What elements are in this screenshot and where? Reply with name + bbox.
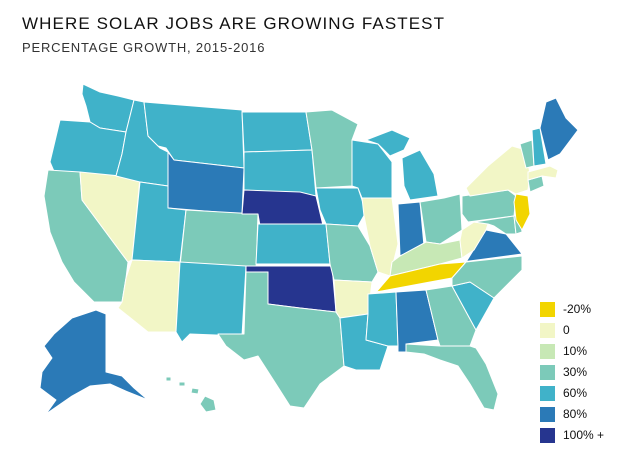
legend-label: -20% [563,302,592,316]
legend-item: 30% [540,363,604,381]
state-MI-upper [365,129,411,157]
state-OH [419,193,463,245]
state-CO [179,209,259,271]
state-NM [175,261,247,343]
state-AK [39,309,149,415]
state-NJ [513,193,531,231]
legend-label: 30% [563,365,588,379]
state-WV [459,221,489,259]
state-NC [451,255,523,299]
legend: -20% 0 10% 30% 60% 80% 100% + [540,300,604,447]
map-subtitle: PERCENTAGE GROWTH, 2015-2016 [22,40,266,55]
legend-swatch [540,343,555,359]
state-IA [315,187,367,227]
legend-item: 60% [540,384,604,402]
state-ME [539,97,579,161]
state-NH [531,127,547,167]
legend-swatch [540,364,555,380]
state-HI-oahu [178,381,186,387]
state-KS [255,223,331,265]
state-AR [333,279,373,319]
legend-label: 60% [563,386,588,400]
state-TX [217,271,345,409]
legend-item: -20% [540,300,604,318]
legend-label: 0 [563,323,570,337]
legend-swatch [540,322,555,338]
legend-item: 80% [540,405,604,423]
legend-label: 10% [563,344,588,358]
legend-swatch [540,427,555,443]
legend-swatch [540,301,555,317]
state-IL [361,197,399,277]
legend-item: 100% + [540,426,604,444]
legend-label: 100% + [563,428,605,442]
state-HI-kauai [165,376,172,382]
state-ND [241,111,313,153]
state-MS [365,291,399,347]
state-SD [243,149,317,197]
legend-item: 10% [540,342,604,360]
state-NY [465,145,531,197]
legend-item: 0 [540,321,604,339]
state-HI-big [199,395,217,413]
state-MI [401,149,439,201]
map-title: WHERE SOLAR JOBS ARE GROWING FASTEST [22,14,446,33]
legend-swatch [540,385,555,401]
legend-label: 80% [563,407,588,421]
state-MO [325,223,379,283]
state-MA [527,165,559,181]
state-FL [405,343,499,411]
legend-swatch [540,406,555,422]
state-HI-maui [190,387,200,395]
